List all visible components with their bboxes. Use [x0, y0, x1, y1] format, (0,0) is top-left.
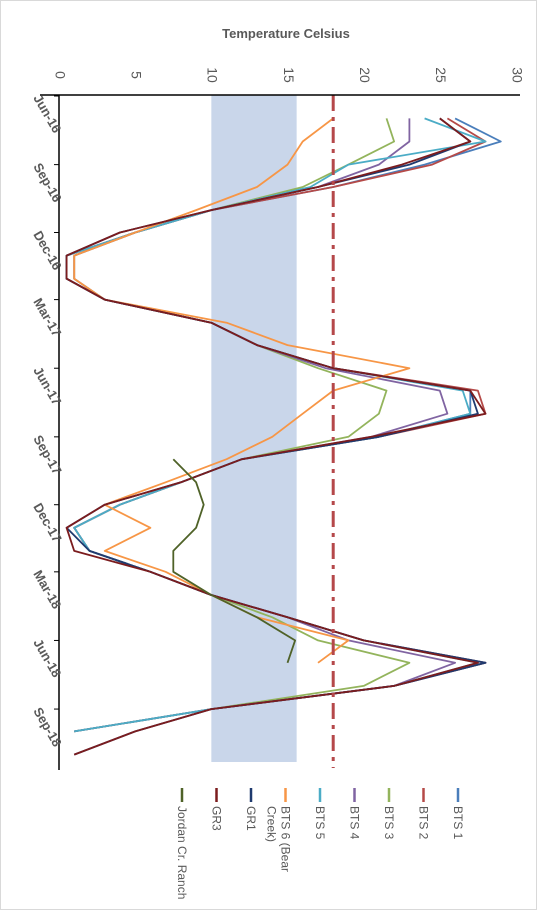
- legend-item: BTS 3: [382, 788, 396, 840]
- legend-label: GR1: [244, 806, 258, 831]
- legend-label: BTS 5: [313, 806, 327, 840]
- legend-label: BTS 2: [417, 806, 431, 840]
- legend-item: BTS 5: [313, 788, 327, 840]
- y-tick-label: 20: [357, 67, 373, 83]
- y-axis-title: Temperature Celsius: [222, 26, 350, 41]
- legend-label: BTS 3: [382, 806, 396, 840]
- legend-label: BTS 1: [451, 806, 465, 840]
- legend-item: BTS 6 (BearCreek): [265, 788, 293, 872]
- legend-item: BTS 1: [451, 788, 465, 840]
- y-tick-label: 25: [433, 67, 449, 83]
- series-line-8: [65, 117, 487, 756]
- legend-label: GR3: [210, 806, 224, 831]
- y-tick-label: 15: [281, 67, 297, 83]
- series-line-9: [172, 458, 297, 664]
- y-tick-label: 30: [509, 67, 525, 83]
- y-tick-label: 5: [128, 71, 144, 79]
- legend-label: BTS 4: [348, 806, 362, 840]
- legend-item: BTS 4: [348, 788, 362, 840]
- legend-item: BTS 2: [417, 788, 431, 840]
- legend-item: GR1: [244, 788, 258, 831]
- legend-label: Jordan Cr. Ranch: [175, 806, 189, 899]
- y-tick-label: 10: [205, 67, 221, 83]
- legend-label: BTS 6 (BearCreek): [265, 806, 293, 872]
- legend-item: GR3: [210, 788, 224, 831]
- legend-item: Jordan Cr. Ranch: [175, 788, 189, 899]
- y-tick-label: 0: [52, 71, 68, 79]
